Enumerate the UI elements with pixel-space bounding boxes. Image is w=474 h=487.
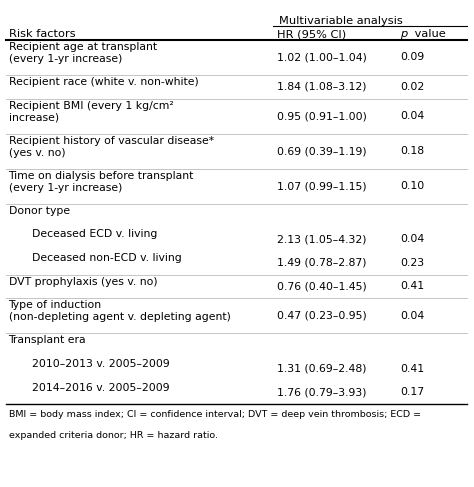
Text: p: p <box>401 29 408 39</box>
Text: Recipient history of vascular disease*
(yes v. no): Recipient history of vascular disease* (… <box>9 135 214 158</box>
Text: Donor type: Donor type <box>9 206 70 216</box>
Text: 0.47 (0.23–0.95): 0.47 (0.23–0.95) <box>277 311 367 321</box>
Text: 0.17: 0.17 <box>401 387 425 397</box>
Text: expanded criteria donor; HR = hazard ratio.: expanded criteria donor; HR = hazard rat… <box>9 431 218 439</box>
Text: Risk factors: Risk factors <box>9 29 75 39</box>
Text: Recipient race (white v. non-white): Recipient race (white v. non-white) <box>9 77 198 87</box>
Text: 0.95 (0.91–1.00): 0.95 (0.91–1.00) <box>277 111 367 121</box>
Text: Multivariable analysis: Multivariable analysis <box>279 16 403 26</box>
Text: 1.76 (0.79–3.93): 1.76 (0.79–3.93) <box>277 387 367 397</box>
Text: 0.09: 0.09 <box>401 53 425 62</box>
Text: 0.41: 0.41 <box>401 364 425 374</box>
Text: 1.49 (0.78–2.87): 1.49 (0.78–2.87) <box>277 258 367 268</box>
Text: 2014–2016 v. 2005–2009: 2014–2016 v. 2005–2009 <box>32 382 170 393</box>
Text: 2010–2013 v. 2005–2009: 2010–2013 v. 2005–2009 <box>32 359 170 369</box>
Text: BMI = body mass index; CI = confidence interval; DVT = deep vein thrombosis; ECD: BMI = body mass index; CI = confidence i… <box>9 410 420 419</box>
Text: 1.31 (0.69–2.48): 1.31 (0.69–2.48) <box>277 364 367 374</box>
Text: Type of induction
(non-depleting agent v. depleting agent): Type of induction (non-depleting agent v… <box>9 300 230 322</box>
Text: 0.04: 0.04 <box>401 234 425 244</box>
Text: 0.04: 0.04 <box>401 111 425 121</box>
Text: 0.18: 0.18 <box>401 146 425 156</box>
Text: Deceased ECD v. living: Deceased ECD v. living <box>32 229 158 240</box>
Text: 0.23: 0.23 <box>401 258 425 268</box>
Text: Recipient age at transplant
(every 1-yr increase): Recipient age at transplant (every 1-yr … <box>9 42 156 64</box>
Text: Time on dialysis before transplant
(every 1-yr increase): Time on dialysis before transplant (ever… <box>9 170 194 193</box>
Text: value: value <box>411 29 446 39</box>
Text: 2.13 (1.05–4.32): 2.13 (1.05–4.32) <box>277 234 367 244</box>
Text: 0.69 (0.39–1.19): 0.69 (0.39–1.19) <box>277 146 367 156</box>
Text: DVT prophylaxis (yes v. no): DVT prophylaxis (yes v. no) <box>9 277 157 287</box>
Text: HR (95% CI): HR (95% CI) <box>277 29 346 39</box>
Text: 1.84 (1.08–3.12): 1.84 (1.08–3.12) <box>277 82 367 92</box>
Text: Deceased non-ECD v. living: Deceased non-ECD v. living <box>32 253 182 263</box>
Text: Recipient BMI (every 1 kg/cm²
increase): Recipient BMI (every 1 kg/cm² increase) <box>9 100 173 123</box>
Text: 0.76 (0.40–1.45): 0.76 (0.40–1.45) <box>277 281 367 292</box>
Text: Transplant era: Transplant era <box>9 335 86 345</box>
Text: 0.10: 0.10 <box>401 181 425 191</box>
Text: 1.02 (1.00–1.04): 1.02 (1.00–1.04) <box>277 53 367 62</box>
Text: 0.04: 0.04 <box>401 311 425 321</box>
Text: 0.02: 0.02 <box>401 82 425 92</box>
Text: 0.41: 0.41 <box>401 281 425 292</box>
Text: 1.07 (0.99–1.15): 1.07 (0.99–1.15) <box>277 181 367 191</box>
